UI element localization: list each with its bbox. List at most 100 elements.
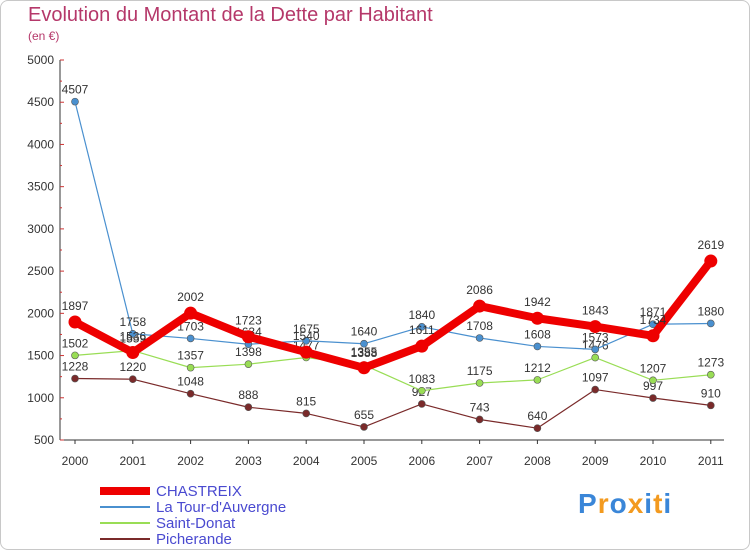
data-point (475, 415, 484, 424)
data-point (533, 424, 542, 432)
data-label: 1207 (640, 361, 667, 375)
logo-letter: o (609, 488, 628, 519)
x-tick-label: 2005 (351, 454, 378, 468)
data-label: 888 (238, 388, 258, 402)
data-point (415, 339, 429, 353)
data-label: 2086 (466, 283, 493, 297)
data-point (71, 351, 79, 360)
y-tick-label: 5000 (27, 53, 54, 67)
data-point (704, 254, 718, 268)
x-tick-label: 2006 (408, 454, 435, 468)
data-point (591, 385, 600, 394)
data-label: 1758 (119, 315, 146, 329)
data-point (475, 334, 484, 342)
data-point (533, 342, 542, 351)
data-point (299, 345, 313, 359)
data-point (357, 361, 371, 375)
data-label: 743 (470, 400, 490, 414)
chart-unit: (en €) (28, 29, 60, 43)
data-point (360, 339, 368, 348)
logo-letter: r (597, 488, 610, 519)
data-point (417, 323, 426, 331)
series-picherande: 1228122010488888156559277436401097997910 (62, 360, 721, 432)
data-point (244, 360, 253, 368)
data-point (417, 386, 426, 395)
data-label: 1897 (62, 299, 89, 313)
data-label: 1611 (409, 323, 435, 337)
data-label: 1536 (119, 330, 146, 344)
chart-title: Evolution du Montant de la Dette par Hab… (28, 4, 433, 26)
data-label: 1708 (466, 319, 493, 333)
y-tick-label: 4000 (27, 137, 54, 151)
legend-swatch (100, 506, 150, 508)
x-tick-label: 2009 (582, 454, 609, 468)
data-label: 1175 (467, 364, 493, 378)
data-point (244, 403, 253, 412)
x-tick-label: 2001 (119, 454, 146, 468)
x-tick-label: 2010 (640, 454, 667, 468)
data-point (302, 336, 311, 345)
logo-letter: i (663, 488, 673, 519)
data-point (184, 306, 198, 320)
data-point (186, 389, 195, 398)
data-point (129, 375, 137, 384)
series-line (74, 349, 711, 392)
data-point (473, 299, 487, 313)
data-label: 1502 (62, 336, 89, 350)
data-label: 655 (354, 408, 374, 422)
data-label: 1723 (235, 314, 262, 328)
data-label: 1220 (119, 360, 146, 374)
data-label: 1675 (293, 322, 320, 336)
data-label: 1273 (697, 356, 724, 370)
data-label: 4507 (62, 83, 89, 97)
series-line (74, 101, 711, 350)
x-tick-label: 2011 (698, 454, 724, 468)
data-point (71, 374, 79, 383)
data-point (126, 346, 140, 360)
data-label: 1540 (293, 329, 320, 343)
data-point (591, 345, 600, 354)
data-label: 1228 (62, 360, 89, 374)
x-tick-label: 2003 (235, 454, 262, 468)
y-tick-label: 2500 (27, 264, 54, 278)
data-point (649, 376, 657, 385)
data-label: 2619 (697, 238, 724, 252)
logo-letter: t (653, 488, 664, 519)
series-chastreix: 1897 1536 2002 1723 1540 1355 1611 2086 1942 1843… (62, 238, 724, 375)
data-label: 1388 (351, 346, 378, 360)
data-point (71, 97, 79, 106)
y-tick-label: 1000 (27, 391, 54, 405)
legend-label: Saint-Donat (156, 515, 236, 532)
legend-swatch (100, 522, 150, 524)
legend-label: Picherande (156, 531, 232, 548)
data-label: 1355 (351, 345, 378, 359)
y-tick-label: 1500 (27, 349, 54, 363)
data-point (649, 320, 657, 329)
data-label: 1083 (408, 372, 435, 386)
series-line (73, 258, 714, 372)
data-label: 997 (643, 379, 663, 393)
data-label: 1843 (582, 304, 609, 318)
legend-swatch (100, 487, 150, 495)
data-label: 1871 (640, 305, 667, 319)
data-label: 1608 (524, 327, 551, 341)
y-tick-label: 2000 (27, 306, 54, 320)
x-tick-label: 2004 (293, 454, 320, 468)
data-label: 640 (527, 409, 547, 423)
data-point (129, 329, 137, 338)
y-tick-label: 3500 (27, 180, 54, 194)
data-point (530, 311, 544, 325)
y-tick-label: 500 (34, 433, 54, 447)
x-tick-label: 2007 (466, 454, 493, 468)
data-label: 1048 (177, 375, 204, 389)
data-point (68, 315, 82, 329)
legend-swatch (100, 538, 150, 540)
data-point (417, 400, 426, 408)
data-label: 1840 (408, 308, 435, 322)
data-label: 1573 (582, 330, 609, 344)
data-label: 1212 (524, 361, 551, 375)
data-label: 1880 (697, 304, 724, 318)
x-tick-label: 2002 (177, 454, 204, 468)
